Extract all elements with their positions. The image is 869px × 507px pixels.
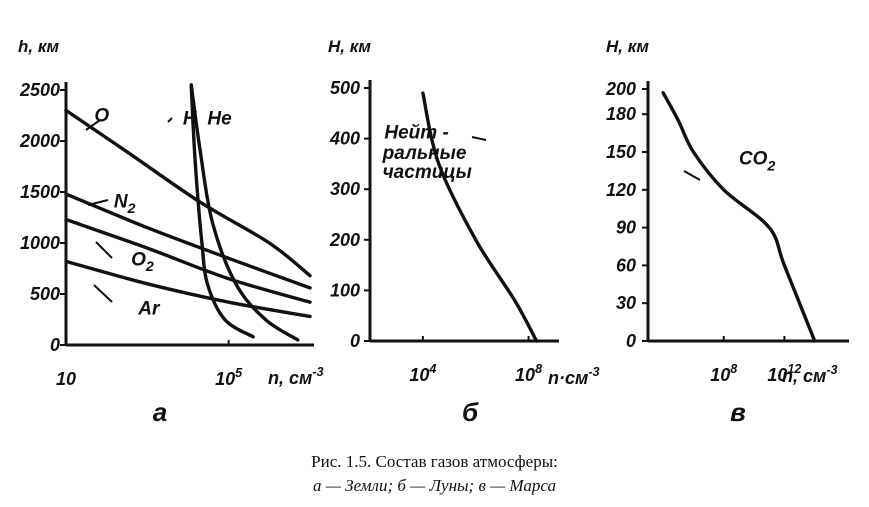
panel-2-x-tick-label: 108 (515, 362, 542, 385)
label-leader (471, 136, 487, 141)
panel-1-series-ar (64, 259, 312, 319)
panel-2-y-tick-label: 200 (329, 230, 360, 250)
panel-3-curve-label: CO2 (739, 149, 776, 175)
panel-3-y-tick-label: 120 (606, 180, 636, 200)
panel-3-y-tick-label: 30 (616, 293, 636, 313)
panel-1-y-tick-label: 500 (30, 284, 60, 304)
panel-3-y-tick-label: 180 (606, 104, 636, 124)
panel-3-x-tick-label: 108 (710, 362, 737, 385)
panel-1-curve-label: H (183, 109, 198, 130)
panel-3-y-tick-label: 60 (616, 255, 636, 275)
panel-1-curve-label: Ar (137, 298, 161, 319)
panel-2-x-tick-label: 104 (409, 362, 436, 385)
panel-1-y-tick-label: 0 (50, 335, 60, 355)
panel-2-x-axis-title: n·см-3 (548, 365, 600, 388)
panel-2-y-tick-label: 300 (330, 179, 360, 199)
panel-2-panel-label: б (462, 397, 479, 427)
panel-1-series-o (64, 108, 312, 278)
panel-1-series-o2 (64, 217, 312, 304)
panel-1-curve-label: O2 (131, 249, 154, 275)
panel-3-y-tick-label: 200 (605, 79, 636, 99)
label-leader (683, 170, 701, 181)
panel-2-y-tick-label: 100 (330, 280, 360, 300)
panel-3-y-tick-label: 150 (606, 142, 636, 162)
panel-2-y-tick-label: 500 (330, 78, 360, 98)
panel-1-curve-label: N2 (114, 191, 136, 217)
panel-1-series-h (189, 83, 255, 339)
label-leader (95, 241, 113, 259)
panel-3-panel-label: в (730, 397, 746, 427)
panel-1-curve-label: He (207, 109, 232, 130)
panel-1-x-axis-title: n, см-3 (268, 365, 324, 388)
panel-1-x-tick-label: 10 (56, 369, 76, 389)
panel-1-series-n2 (64, 192, 312, 290)
panel-1-y-tick-label: 2000 (19, 131, 60, 151)
panel-1-series-he (189, 83, 300, 342)
panel-2-curve-label: ральные (382, 143, 467, 164)
panel-1-y-tick-label: 2500 (19, 80, 60, 100)
label-leader (87, 199, 109, 206)
figure-caption-line-2: а — Земли; б — Луны; в — Марса (313, 476, 556, 495)
panel-3-y-tick-label: 0 (626, 331, 636, 351)
panel-2-y-axis-title: H, км (328, 37, 371, 56)
panel-3-y-tick-label: 90 (616, 218, 636, 238)
figure-caption-line-1: Рис. 1.5. Состав газов атмосферы: (311, 452, 558, 471)
panel-1-y-tick-label: 1000 (20, 233, 60, 253)
panel-1-y-axis-title: h, км (18, 37, 59, 56)
panel-2-y-tick-label: 0 (350, 331, 360, 351)
panel-1-panel-label: а (153, 397, 167, 427)
panel-3-series-co2 (661, 91, 817, 343)
panel-2-curve-label: Нейт - (384, 123, 448, 144)
panel-2-curve-label: частицы (383, 162, 472, 183)
panel-1-x-tick-label: 105 (215, 366, 243, 389)
label-leader (93, 284, 113, 303)
panel-2-series-нейтральные-частицы (421, 91, 539, 343)
panel-2-y-tick-label: 400 (329, 129, 360, 149)
label-leader (85, 119, 101, 131)
panel-3-y-axis-title: H, км (606, 37, 649, 56)
panel-1-y-tick-label: 1500 (20, 182, 60, 202)
panel-3-x-axis-title: n, см-3 (782, 363, 838, 386)
label-leader (167, 117, 173, 123)
